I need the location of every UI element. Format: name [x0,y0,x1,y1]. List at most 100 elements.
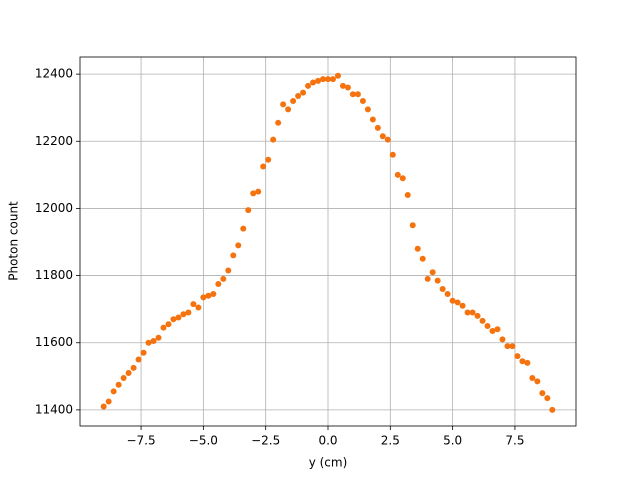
data-point [150,338,157,345]
data-point [145,339,152,346]
data-point [135,356,142,363]
data-point [170,316,177,323]
data-point [379,133,386,140]
data-point [110,388,117,395]
data-point [504,343,511,350]
data-point [310,79,317,86]
data-point [484,322,491,329]
data-point [509,343,516,350]
x-tick-label: −5.0 [189,434,218,448]
data-point [240,225,247,232]
data-point [414,245,421,252]
data-point [290,97,297,104]
data-point [344,84,351,91]
y-tick-label: 11800 [35,268,73,282]
data-point [334,72,341,79]
data-point [130,364,137,371]
data-point [389,151,396,158]
data-point [464,309,471,316]
data-point [479,317,486,324]
data-point [339,82,346,89]
data-point [165,321,172,328]
data-point [359,97,366,104]
data-point [454,299,461,306]
data-point [105,398,112,405]
data-point [329,76,336,83]
data-point [140,349,147,356]
data-point [190,301,197,308]
data-point [544,395,551,402]
data-point [300,89,307,96]
data-point [549,406,556,413]
data-point [394,171,401,178]
data-point [325,76,331,83]
data-point [320,76,327,83]
data-point [434,277,441,284]
data-point [250,190,257,197]
data-point [215,280,222,287]
data-point [220,275,227,282]
data-point [519,358,526,365]
data-point [499,336,506,343]
data-point [449,297,456,304]
x-tick-label: 0.0 [318,434,337,448]
data-point [429,269,436,276]
data-point [280,101,287,108]
data-point [439,286,446,293]
x-tick-label: −2.5 [251,434,280,448]
data-point [349,91,356,98]
data-point [260,163,267,170]
data-point [315,77,322,84]
data-point [205,292,212,299]
y-tick-label: 12400 [35,67,73,81]
data-point [235,242,242,249]
data-point [305,82,312,89]
data-point [125,369,132,376]
data-point [285,106,292,113]
data-point [404,191,411,198]
y-tick-label: 11400 [35,402,73,416]
grid-layer [80,57,576,426]
data-point [369,116,376,123]
data-point [155,334,162,341]
data-point [444,291,451,298]
data-point [399,175,406,182]
data-point [524,359,531,366]
data-point [185,309,192,316]
data-point [374,124,381,131]
data-point [210,291,217,298]
y-tick-label: 12200 [35,134,73,148]
x-tick-label: 7.5 [505,434,524,448]
x-tick-label: −7.5 [126,434,155,448]
data-point [534,378,541,385]
data-point [469,309,476,316]
data-point [100,403,107,410]
data-point [195,304,202,311]
data-point [175,314,182,321]
data-point [200,294,207,301]
data-point [160,324,167,331]
data-point [489,327,496,334]
x-tick-label: 2.5 [381,434,400,448]
data-point [354,91,361,98]
marks-layer [100,72,556,413]
data-point [409,222,416,229]
data-point [539,390,546,397]
data-point [459,302,466,309]
data-point [245,207,252,214]
data-point [474,312,481,319]
data-point [270,136,277,143]
y-tick-label: 11600 [35,335,73,349]
data-point [529,374,536,381]
data-point [424,275,431,282]
data-point [275,119,282,126]
y-tick-label: 12000 [35,201,73,215]
data-point [115,381,122,388]
data-point [384,136,391,143]
y-axis-label: Photon count [7,201,21,281]
data-point [180,311,187,318]
data-point [494,326,501,333]
data-point [364,106,371,113]
data-point [230,252,237,259]
